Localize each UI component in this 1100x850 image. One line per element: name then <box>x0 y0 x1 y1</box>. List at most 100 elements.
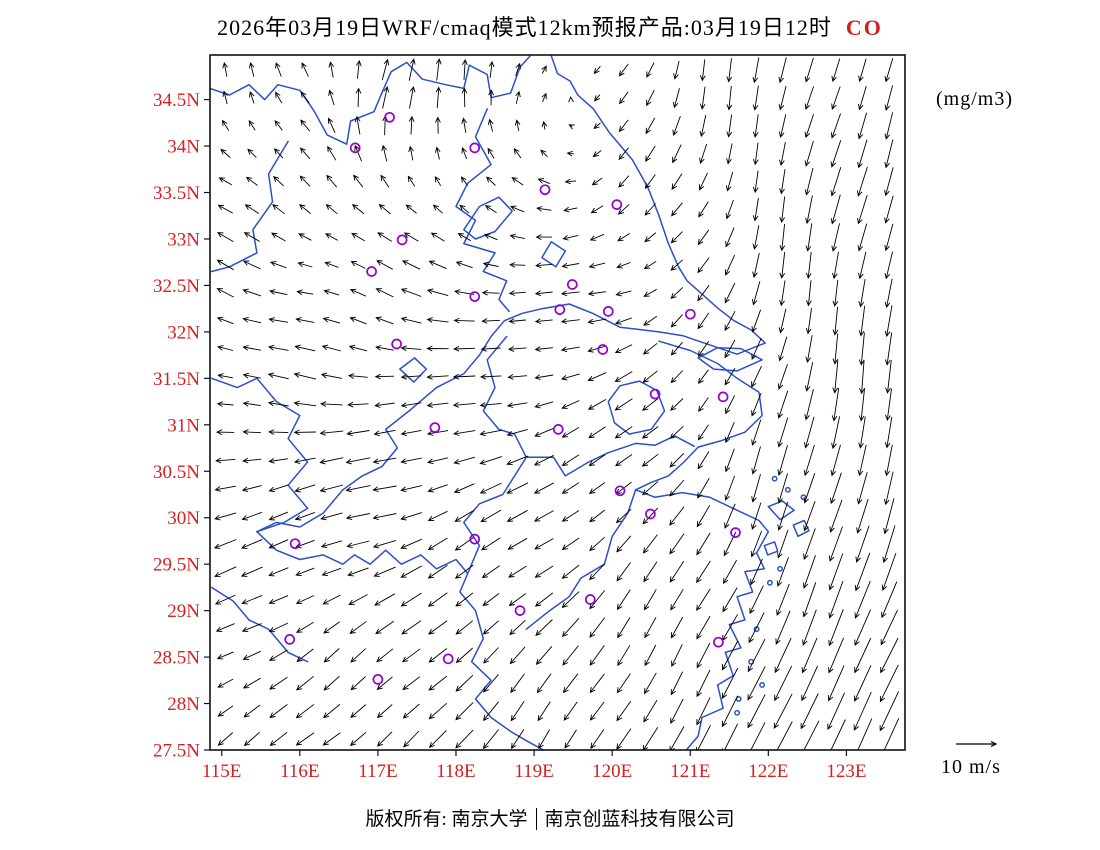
wind-arrow <box>645 117 656 135</box>
wind-arrow <box>455 620 474 635</box>
wind-arrow <box>427 592 448 607</box>
wind-arrow <box>541 120 548 130</box>
wind-arrow <box>409 86 416 109</box>
wind-arrow <box>482 620 499 635</box>
wind-arrow <box>296 648 314 663</box>
wind-arrow <box>480 346 501 352</box>
wind-arrow <box>804 140 814 167</box>
wind-arrow <box>779 280 786 307</box>
wind-arrow <box>563 206 578 213</box>
wind-arrow <box>376 731 393 747</box>
station-circle <box>645 508 656 520</box>
wind-arrow <box>350 261 366 269</box>
station-circle <box>611 199 623 210</box>
wind-arrow <box>699 59 706 82</box>
wind-arrow <box>885 360 892 394</box>
gaoyou-lake <box>541 241 567 268</box>
wind-arrow <box>243 731 260 747</box>
wind-arrow <box>776 583 790 616</box>
wind-arrow <box>242 260 261 270</box>
wind-arrow <box>453 456 476 465</box>
station-circle <box>684 308 696 320</box>
wind-arrow <box>376 704 393 719</box>
wind-arrow <box>428 648 448 663</box>
wind-arrow <box>697 257 710 274</box>
wind-arrow <box>482 729 500 750</box>
station-circle <box>429 422 441 433</box>
wind-arrow <box>880 609 898 646</box>
wind-arrow <box>779 196 786 224</box>
wind-arrow <box>805 251 812 280</box>
wind-arrow <box>346 540 370 549</box>
wind-arrow <box>644 174 656 190</box>
wind-arrow <box>510 673 525 694</box>
wind-arrow <box>222 90 228 105</box>
wind-arrow <box>724 282 736 304</box>
lon-tick-label: 116E <box>280 761 319 782</box>
wind-arrow <box>643 699 658 723</box>
wind-arrow <box>249 91 255 104</box>
wind-arrow <box>508 593 527 607</box>
wind-arrow <box>724 339 736 359</box>
wind-arrow <box>854 580 871 619</box>
wind-arrow <box>533 510 554 522</box>
wind-arrow <box>802 555 816 589</box>
wind-arrow <box>355 87 362 108</box>
wind-arrow <box>534 565 554 578</box>
wind-arrow <box>216 401 234 407</box>
wind-arrow <box>854 665 872 702</box>
wind-arrow <box>723 531 737 557</box>
wind-arrow <box>618 175 630 188</box>
wind-arrow <box>615 508 632 524</box>
wind-arrow <box>883 471 894 506</box>
wind-arrow <box>242 429 261 435</box>
wind-arrow <box>884 167 894 197</box>
wind-arrow <box>561 427 580 438</box>
wind-arrow <box>644 203 656 216</box>
wind-arrow <box>322 594 341 605</box>
wind-arrow <box>884 85 894 111</box>
wind-arrow <box>672 115 681 137</box>
wind-arrow <box>319 484 344 493</box>
wind-arrow <box>589 617 606 638</box>
wind-arrow <box>673 60 680 80</box>
wind-arrow <box>884 305 893 338</box>
wind-arrow <box>296 621 314 633</box>
wind-arrow <box>828 526 843 562</box>
wind-arrow <box>535 234 552 241</box>
wind-arrow <box>644 644 657 667</box>
wind-arrow <box>725 422 735 444</box>
wind-arrow <box>748 612 765 644</box>
wind-arrow <box>857 194 868 225</box>
station-circle <box>514 605 526 616</box>
station-circle <box>289 538 301 550</box>
wind-arrow <box>268 511 289 521</box>
wind-arrow <box>858 58 867 83</box>
wind-arrow <box>777 363 788 390</box>
wind-arrow <box>271 232 286 242</box>
wind-arrow <box>535 646 553 665</box>
wind-arrow <box>643 288 657 297</box>
wind-arrow <box>245 176 258 186</box>
wind-arrow <box>615 454 633 467</box>
wind-arrow <box>884 139 894 169</box>
wind-arrow <box>884 278 893 309</box>
wind-arrow <box>272 204 285 215</box>
wind-arrow <box>295 595 315 605</box>
wind-arrow <box>455 261 473 269</box>
wind-arrow <box>242 400 261 407</box>
wind-arrow <box>268 484 289 493</box>
wind-arrow <box>641 453 659 467</box>
wind-arrow <box>726 143 733 165</box>
wind-arrow <box>214 566 237 578</box>
wind-arrow <box>506 509 528 522</box>
wind-arrow <box>722 723 739 750</box>
wind-arrow <box>805 195 813 225</box>
wind-arrow <box>698 397 709 413</box>
wind-arrow <box>880 637 899 674</box>
wind-arrow <box>616 535 632 553</box>
wind-arrow <box>351 232 365 242</box>
wind-arrow <box>377 232 392 242</box>
wind-arrow <box>722 587 738 613</box>
wind-arrow <box>670 698 684 725</box>
